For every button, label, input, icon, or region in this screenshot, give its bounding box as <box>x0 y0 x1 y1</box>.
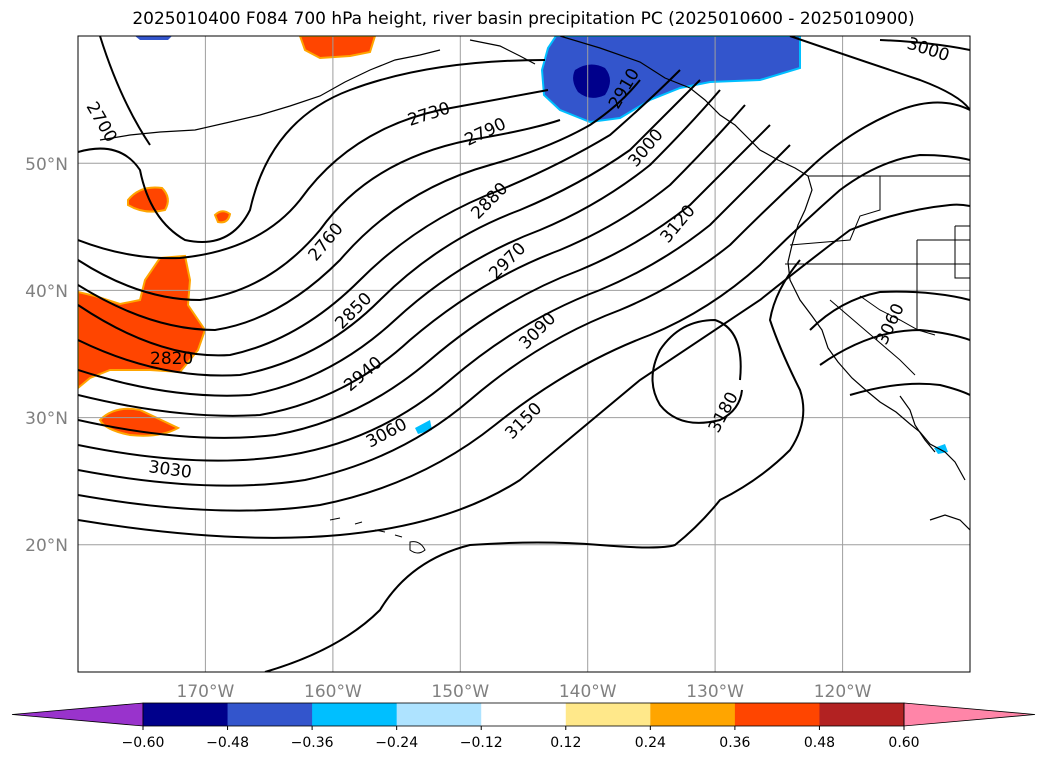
colorbar-segment <box>819 703 905 726</box>
country-borders <box>785 175 970 376</box>
map-title: 2025010400 F084 700 hPa height, river ba… <box>132 9 915 29</box>
colorbar-segment <box>650 703 736 726</box>
lon-tick-label: 120°W <box>814 682 872 702</box>
lon-tick-label: 170°W <box>177 682 235 702</box>
lat-tick-label: 40°N <box>25 282 68 302</box>
colorbar-tick-label: −0.12 <box>460 735 503 751</box>
colorbar-tick-label: −0.48 <box>206 735 249 751</box>
coastlines <box>99 36 970 531</box>
colorbar-segment <box>481 703 567 726</box>
colorbar-segment <box>143 703 229 726</box>
colorbar-tick-label: 0.48 <box>804 735 835 751</box>
lat-tick-label: 50°N <box>25 155 68 175</box>
positive-precip-area-small-2 <box>213 210 232 224</box>
colorbar-extend-low <box>11 702 144 727</box>
colorbar: −0.60 −0.48 −0.36 −0.24 −0.12 0.12 0.24 0.36 0.4… <box>11 702 1036 751</box>
colorbar-segment <box>734 703 820 726</box>
small-negative-precip-1 <box>135 36 172 40</box>
colorbar-border <box>142 702 905 727</box>
contour-label: 2820 <box>150 349 193 369</box>
colorbar-tick-label: −0.60 <box>122 735 165 751</box>
colorbar-segment <box>312 703 398 726</box>
lon-tick-label: 130°W <box>686 682 744 702</box>
lon-tick-labels: 170°W 160°W 150°W 140°W 130°W 120°W <box>177 682 872 702</box>
colorbar-tick-label: 0.36 <box>719 735 750 751</box>
colorbar-tick-label: 0.12 <box>550 735 581 751</box>
colorbar-segment <box>227 703 313 726</box>
lon-tick-label: 140°W <box>559 682 617 702</box>
colorbar-segment <box>565 703 651 726</box>
map-background <box>78 36 970 672</box>
lon-tick-label: 150°W <box>431 682 489 702</box>
lat-tick-label: 30°N <box>25 409 68 429</box>
colorbar-segment <box>396 703 482 726</box>
lat-tick-label: 20°N <box>25 536 68 556</box>
colorbar-extend-high <box>903 702 1036 727</box>
colorbar-tick-label: −0.24 <box>375 735 418 751</box>
map-frame <box>77 35 971 673</box>
colorbar-tick-label: −0.36 <box>291 735 334 751</box>
lat-tick-labels: 20°N 30°N 40°N 50°N <box>25 155 68 556</box>
height-contours <box>78 36 970 672</box>
colorbar-tick-label: 0.24 <box>635 735 666 751</box>
positive-precip-area-west <box>78 254 207 390</box>
positive-precip-area-small-1 <box>127 186 169 213</box>
precip-fills <box>78 36 948 454</box>
lon-tick-label: 160°W <box>304 682 362 702</box>
colorbar-tick-label: 0.60 <box>888 735 919 751</box>
positive-precip-area-north <box>298 36 377 60</box>
strong-negative-precip-area <box>573 64 610 98</box>
